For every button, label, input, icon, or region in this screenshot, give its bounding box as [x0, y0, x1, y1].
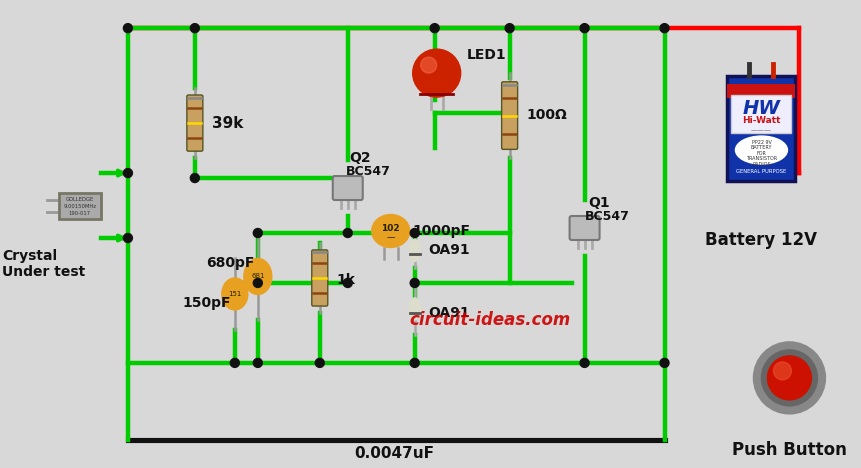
Text: Push Button: Push Button	[732, 441, 847, 459]
Text: 680pF: 680pF	[206, 256, 254, 270]
Circle shape	[190, 174, 200, 183]
Circle shape	[505, 24, 514, 33]
Text: 151: 151	[228, 291, 242, 297]
Circle shape	[410, 358, 419, 367]
FancyBboxPatch shape	[570, 216, 599, 240]
FancyBboxPatch shape	[312, 250, 328, 306]
Ellipse shape	[244, 258, 272, 294]
Text: Battery 12V: Battery 12V	[705, 231, 817, 249]
Circle shape	[123, 234, 133, 242]
Text: Hi-Watt: Hi-Watt	[742, 116, 781, 124]
Circle shape	[767, 356, 811, 400]
Ellipse shape	[409, 240, 420, 262]
Circle shape	[253, 228, 263, 237]
Circle shape	[660, 358, 669, 367]
Text: 39k: 39k	[212, 116, 243, 131]
Text: BC547: BC547	[346, 165, 391, 177]
Circle shape	[753, 342, 826, 414]
Text: circuit-ideas.com: circuit-ideas.com	[409, 311, 570, 329]
Circle shape	[410, 228, 419, 237]
Text: FOR: FOR	[757, 151, 766, 155]
Ellipse shape	[372, 214, 410, 248]
Text: 0.0047uF: 0.0047uF	[355, 446, 435, 461]
Text: 1k: 1k	[337, 273, 356, 287]
Bar	[59, 193, 101, 219]
Text: 190-017: 190-017	[69, 211, 91, 216]
Text: Crystal: Crystal	[2, 249, 57, 263]
Text: TRANSISTOR: TRANSISTOR	[746, 156, 777, 161]
Circle shape	[410, 278, 419, 287]
Circle shape	[412, 49, 461, 97]
Text: 1000pF: 1000pF	[412, 224, 471, 238]
Text: Q1: Q1	[589, 196, 610, 210]
Circle shape	[344, 278, 352, 287]
Text: BATTERY: BATTERY	[751, 145, 772, 150]
Circle shape	[761, 350, 817, 406]
Ellipse shape	[222, 278, 248, 310]
Ellipse shape	[735, 136, 788, 164]
Text: 9.00150MHz: 9.00150MHz	[64, 204, 96, 209]
FancyBboxPatch shape	[187, 95, 203, 151]
Bar	[728, 84, 796, 98]
Text: ———: ———	[751, 127, 772, 133]
Circle shape	[231, 358, 239, 367]
Circle shape	[123, 24, 133, 33]
Text: 150pF: 150pF	[183, 296, 232, 310]
Text: GENERAL PURPOSE: GENERAL PURPOSE	[736, 169, 787, 174]
Text: HW: HW	[742, 99, 780, 117]
Text: OA91: OA91	[429, 243, 470, 257]
Text: PP22 9V: PP22 9V	[752, 139, 771, 145]
Text: OA91: OA91	[429, 306, 470, 320]
Text: 102: 102	[381, 224, 400, 233]
Bar	[728, 76, 796, 181]
Text: —: —	[387, 234, 395, 242]
Circle shape	[580, 24, 589, 33]
Text: RADIOS: RADIOS	[753, 161, 771, 167]
Circle shape	[430, 24, 439, 33]
Circle shape	[421, 57, 437, 73]
Bar	[732, 95, 791, 133]
Circle shape	[190, 24, 200, 33]
FancyBboxPatch shape	[502, 82, 517, 149]
Text: Under test: Under test	[2, 265, 85, 279]
Circle shape	[344, 228, 352, 237]
Text: 100Ω: 100Ω	[527, 108, 567, 122]
Circle shape	[580, 358, 589, 367]
Text: Q2: Q2	[350, 151, 371, 165]
Circle shape	[253, 358, 263, 367]
Text: 681: 681	[251, 273, 264, 279]
FancyBboxPatch shape	[332, 176, 362, 200]
Circle shape	[123, 168, 133, 177]
Circle shape	[315, 358, 325, 367]
Text: LED1: LED1	[467, 48, 506, 62]
Text: GOLLEDGE: GOLLEDGE	[65, 197, 94, 202]
Ellipse shape	[409, 298, 420, 320]
Circle shape	[253, 278, 263, 287]
Text: BC547: BC547	[585, 210, 629, 222]
Circle shape	[660, 24, 669, 33]
Circle shape	[773, 362, 791, 380]
